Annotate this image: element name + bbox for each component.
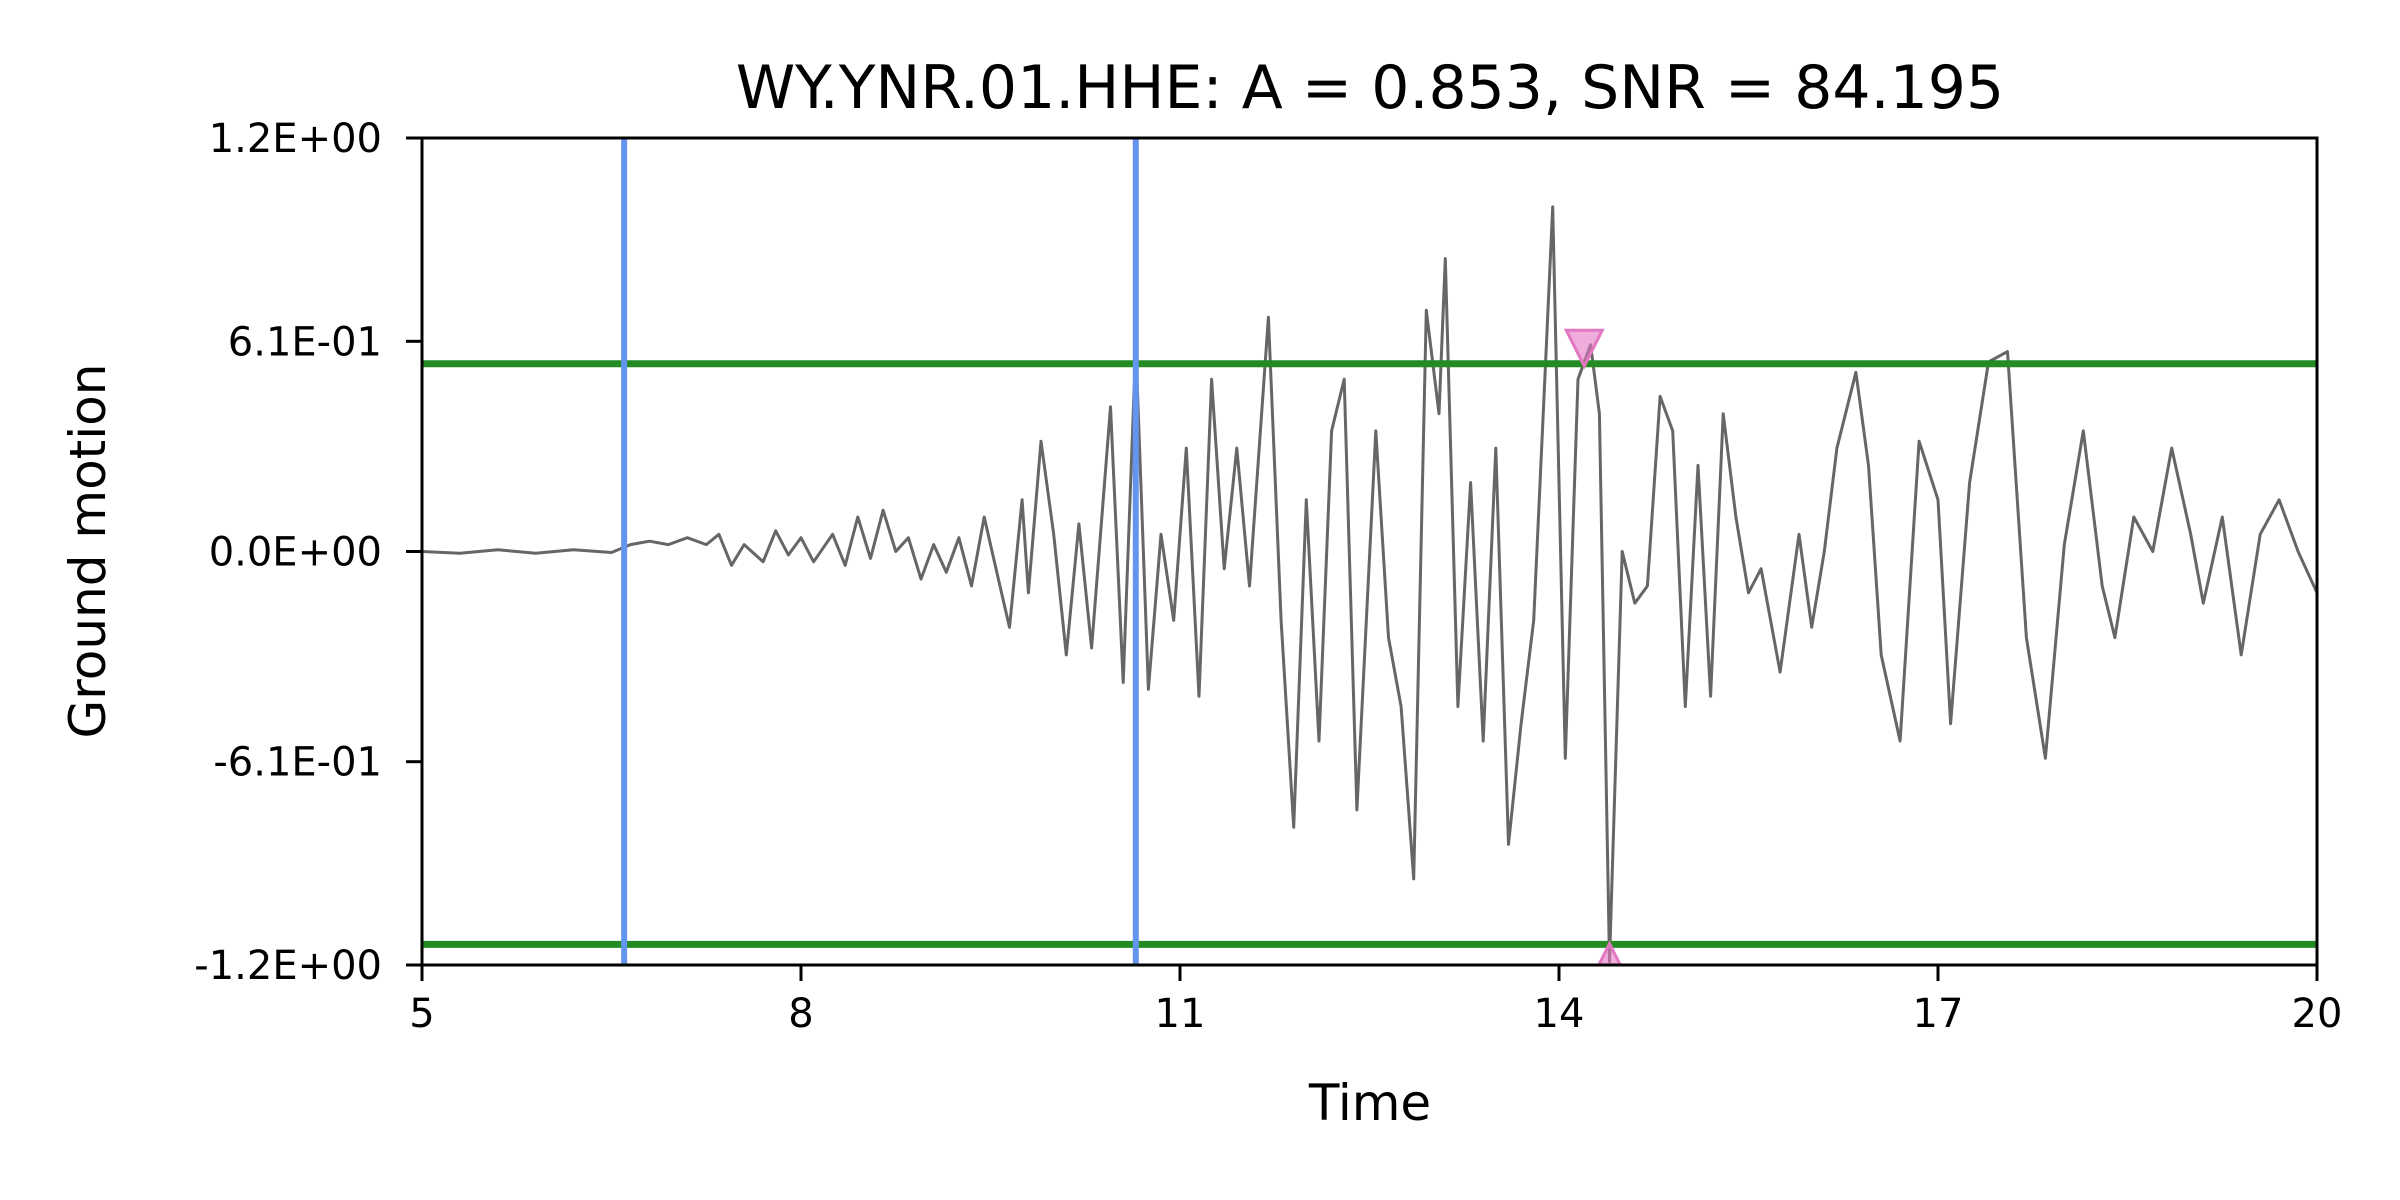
y-tick-label-4: -1.2E+00 (194, 943, 382, 989)
marker-triangle-down-0 (1563, 328, 1605, 370)
x-tick-label-2: 11 (1155, 991, 1206, 1037)
y-tick-label-0: 1.2E+00 (209, 116, 382, 162)
x-tick-label-5: 20 (2292, 991, 2343, 1037)
marker-triangle-up-1 (1597, 940, 1622, 965)
x-tick-label-0: 5 (409, 991, 434, 1037)
chart-title: WY.YNR.01.HHE: A = 0.853, SNR = 84.195 (736, 53, 2004, 123)
plot-area (422, 138, 2317, 965)
y-axis-title: Ground motion (59, 364, 117, 739)
x-axis-title: Time (1308, 1074, 1431, 1132)
x-tick-label-3: 14 (1534, 991, 1585, 1037)
waveform-line-0 (422, 205, 2317, 964)
y-tick-label-3: -6.1E-01 (213, 740, 382, 786)
y-tick-label-1: 6.1E-01 (228, 319, 382, 365)
y-tick-label-2: 0.0E+00 (209, 530, 382, 576)
x-tick-label-1: 8 (788, 991, 813, 1037)
x-tick-label-4: 17 (1913, 991, 1964, 1037)
